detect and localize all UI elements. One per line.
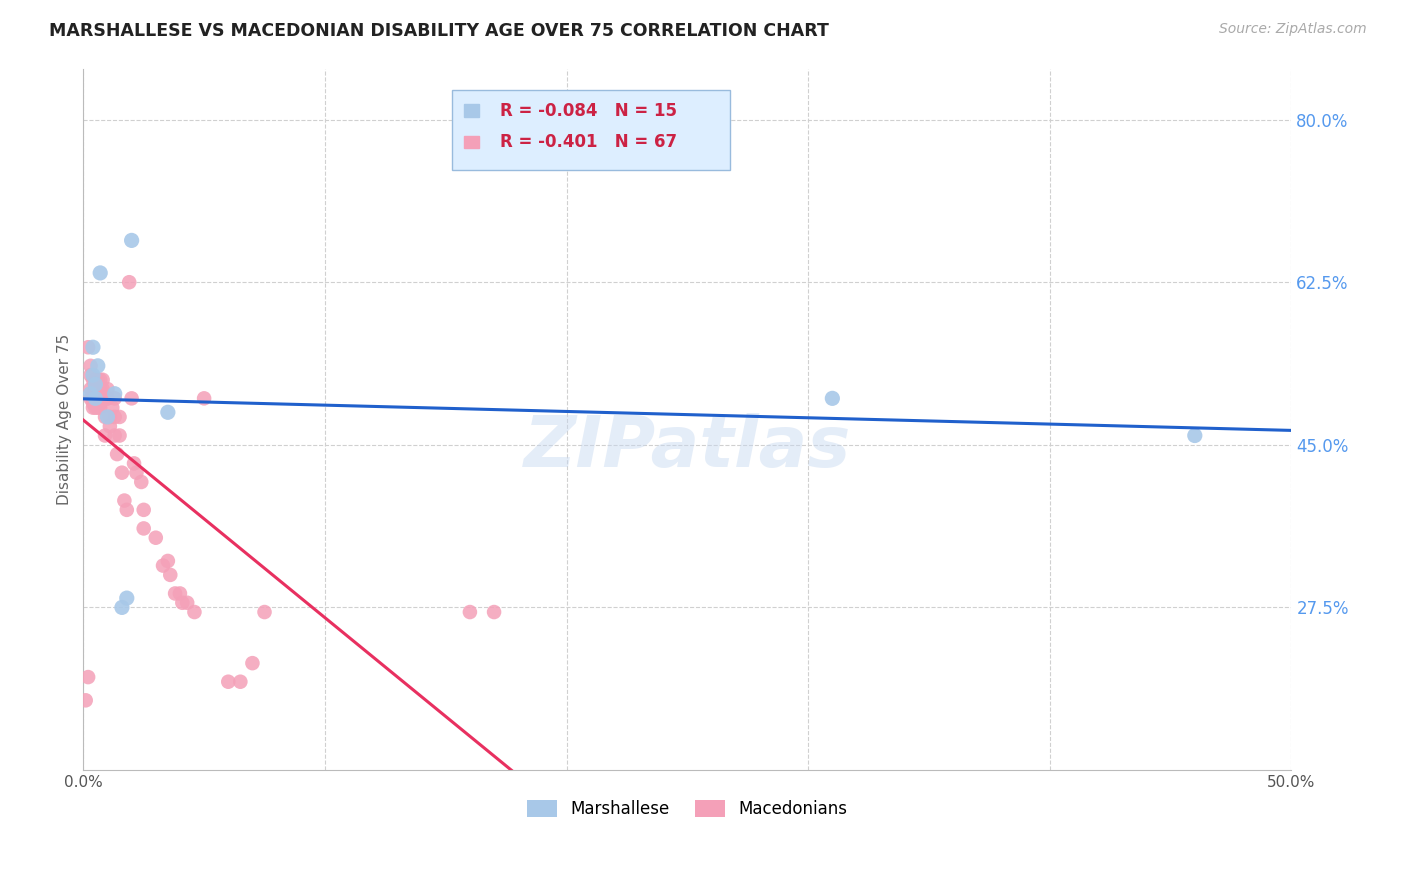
Point	[84, 377, 107, 392]
Point	[79, 386, 101, 401]
Point	[115, 503, 138, 517]
Point	[82, 340, 104, 354]
Point	[156, 554, 179, 568]
Point	[169, 586, 191, 600]
Text: ZIPatlas: ZIPatlas	[523, 413, 851, 482]
Point	[84, 392, 107, 406]
Point	[482, 605, 505, 619]
Point	[79, 359, 101, 373]
Point	[104, 409, 127, 424]
Point	[183, 605, 205, 619]
Y-axis label: Disability Age Over 75: Disability Age Over 75	[58, 334, 72, 505]
Point	[118, 275, 141, 289]
Point	[84, 382, 107, 396]
Point	[176, 596, 198, 610]
Point	[96, 382, 118, 396]
Point	[101, 401, 124, 415]
Point	[89, 266, 111, 280]
Text: Source: ZipAtlas.com: Source: ZipAtlas.com	[1219, 22, 1367, 37]
Point	[82, 401, 104, 415]
Point	[84, 401, 107, 415]
FancyBboxPatch shape	[451, 89, 730, 170]
Point	[1184, 428, 1206, 442]
Point	[253, 605, 276, 619]
Point	[122, 456, 145, 470]
Point	[115, 591, 138, 606]
Point	[96, 392, 118, 406]
Point	[82, 368, 104, 383]
Point	[98, 419, 121, 434]
Point	[89, 401, 111, 415]
Point	[121, 392, 143, 406]
Point	[217, 674, 239, 689]
Point	[104, 392, 127, 406]
FancyBboxPatch shape	[464, 104, 479, 117]
Point	[132, 503, 155, 517]
Point	[104, 386, 127, 401]
Point	[79, 392, 101, 406]
Point	[229, 674, 252, 689]
Point	[84, 396, 107, 410]
Point	[152, 558, 174, 573]
Point	[91, 382, 114, 396]
Point	[87, 382, 110, 396]
Point	[105, 447, 128, 461]
Point	[77, 340, 100, 354]
Point	[112, 493, 135, 508]
Point	[89, 373, 111, 387]
Point	[91, 392, 114, 406]
Point	[82, 373, 104, 387]
Point	[242, 656, 264, 670]
Point	[77, 670, 100, 684]
Point	[84, 386, 107, 401]
Point	[121, 234, 143, 248]
Point	[87, 359, 110, 373]
Point	[82, 396, 104, 410]
Point	[96, 392, 118, 406]
Point	[458, 605, 481, 619]
Point	[165, 586, 187, 600]
Point	[96, 409, 118, 424]
Point	[159, 567, 181, 582]
Point	[75, 693, 97, 707]
Text: R = -0.084   N = 15: R = -0.084 N = 15	[501, 102, 678, 120]
Point	[87, 392, 110, 406]
Point	[79, 382, 101, 396]
FancyBboxPatch shape	[464, 136, 479, 148]
Text: R = -0.401   N = 67: R = -0.401 N = 67	[501, 133, 678, 151]
Point	[821, 392, 844, 406]
Point	[111, 600, 134, 615]
Point	[87, 401, 110, 415]
Point	[132, 521, 155, 535]
Point	[156, 405, 179, 419]
Point	[94, 428, 117, 442]
Point	[172, 596, 194, 610]
Point	[79, 368, 101, 383]
Point	[125, 466, 148, 480]
Point	[87, 373, 110, 387]
Point	[98, 409, 121, 424]
Text: MARSHALLESE VS MACEDONIAN DISABILITY AGE OVER 75 CORRELATION CHART: MARSHALLESE VS MACEDONIAN DISABILITY AGE…	[49, 22, 830, 40]
Point	[193, 392, 215, 406]
Legend: Marshallese, Macedonians: Marshallese, Macedonians	[520, 793, 853, 825]
Point	[129, 475, 152, 489]
Point	[108, 428, 131, 442]
Point	[111, 466, 134, 480]
Point	[89, 382, 111, 396]
Point	[108, 409, 131, 424]
Point	[91, 373, 114, 387]
Point	[84, 373, 107, 387]
Point	[145, 531, 167, 545]
Point	[94, 409, 117, 424]
Point	[82, 386, 104, 401]
Point	[104, 428, 127, 442]
Point	[89, 396, 111, 410]
